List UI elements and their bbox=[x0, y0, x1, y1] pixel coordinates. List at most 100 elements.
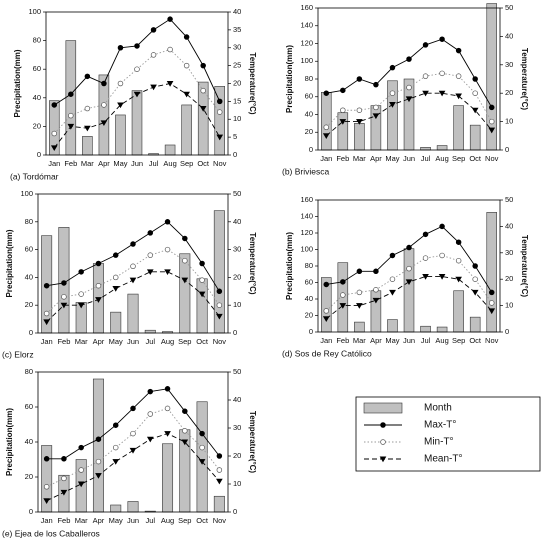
x-tick-label: Aug bbox=[163, 159, 176, 168]
legend-label: Max-T° bbox=[424, 420, 456, 431]
x-tick-label: Jan bbox=[41, 337, 53, 346]
marker bbox=[164, 246, 171, 253]
y2-tick-label: 10 bbox=[233, 479, 241, 488]
marker bbox=[322, 316, 330, 322]
x-tick-label: Feb bbox=[57, 516, 70, 525]
caption: (b) Briviesca bbox=[282, 166, 330, 176]
y-tick-label: 100 bbox=[300, 56, 313, 65]
x-tick-label: Mar bbox=[75, 337, 88, 346]
y-tick-label: 120 bbox=[300, 38, 313, 47]
marker bbox=[488, 308, 496, 315]
bar bbox=[115, 114, 126, 156]
y-tick-label: 100 bbox=[300, 244, 313, 253]
marker bbox=[183, 34, 190, 40]
marker bbox=[472, 263, 478, 269]
y2-tick-label: 10 bbox=[505, 117, 513, 126]
marker bbox=[78, 291, 84, 297]
marker bbox=[150, 52, 157, 58]
marker bbox=[356, 119, 363, 125]
y-tick-label: 80 bbox=[305, 74, 313, 83]
y-tick-label: 80 bbox=[25, 367, 33, 376]
y2-tick-label: 20 bbox=[233, 272, 241, 281]
marker bbox=[422, 255, 429, 261]
x-tick-label: Mar bbox=[75, 516, 88, 525]
x-tick-label: Jul bbox=[145, 516, 155, 525]
y2-tick-label: 40 bbox=[505, 31, 513, 40]
y-tick-label: 60 bbox=[305, 277, 313, 286]
bar bbox=[354, 123, 365, 151]
marker bbox=[323, 124, 330, 131]
bar bbox=[110, 311, 122, 334]
bar bbox=[436, 145, 448, 151]
marker bbox=[198, 459, 206, 465]
bar bbox=[144, 329, 156, 334]
x-tick-label: Apr bbox=[93, 516, 105, 525]
marker bbox=[43, 484, 50, 490]
marker bbox=[150, 84, 157, 91]
y-tick-label: 0 bbox=[37, 150, 41, 159]
bar bbox=[453, 290, 464, 333]
marker bbox=[167, 16, 173, 22]
marker bbox=[199, 106, 207, 112]
marker bbox=[216, 313, 223, 320]
x-tick-label: Mar bbox=[353, 336, 366, 345]
marker bbox=[95, 282, 102, 289]
x-tick-label: Feb bbox=[64, 159, 77, 168]
x-tick-label: Jun bbox=[127, 516, 139, 525]
x-tick-label: May bbox=[113, 159, 127, 168]
y-tick-label: 20 bbox=[305, 127, 313, 136]
x-tick-label: Oct bbox=[196, 337, 209, 346]
marker bbox=[216, 109, 223, 115]
marker bbox=[117, 102, 124, 109]
marker bbox=[60, 489, 68, 496]
bar bbox=[469, 316, 481, 333]
marker bbox=[182, 408, 188, 414]
marker bbox=[340, 107, 346, 113]
x-tick-label: Feb bbox=[336, 154, 349, 163]
marker bbox=[216, 453, 223, 459]
plot-frame bbox=[45, 11, 229, 156]
marker bbox=[472, 276, 478, 282]
x-tick-label: Jul bbox=[145, 337, 155, 346]
plot-frame bbox=[37, 193, 229, 334]
x-tick-label: Sep bbox=[180, 159, 193, 168]
bar bbox=[92, 378, 104, 513]
marker bbox=[488, 118, 495, 125]
x-tick-label: Jan bbox=[320, 336, 332, 345]
marker bbox=[147, 388, 154, 395]
x-tick-label: Apr bbox=[98, 159, 110, 168]
marker bbox=[164, 431, 171, 437]
marker bbox=[183, 62, 190, 69]
x-tick-label: May bbox=[385, 336, 399, 345]
marker bbox=[43, 498, 50, 504]
marker bbox=[130, 263, 136, 270]
y-tick-label: 0 bbox=[309, 327, 313, 336]
y2-axis-label: Temperature(°C) bbox=[520, 235, 529, 298]
caption: (d) Sos de Rey Católico bbox=[282, 348, 372, 358]
y2-axis-label: Temperature(°C) bbox=[248, 411, 257, 474]
marker bbox=[112, 444, 119, 451]
y-tick-label: 40 bbox=[305, 109, 313, 118]
x-tick-label: Jun bbox=[403, 154, 415, 163]
marker bbox=[216, 478, 223, 485]
y2-tick-label: 0 bbox=[233, 150, 237, 159]
x-tick-label: May bbox=[109, 337, 123, 346]
line bbox=[46, 249, 220, 314]
x-tick-label: Oct bbox=[469, 336, 482, 345]
y2-tick-label: 50 bbox=[233, 189, 241, 198]
y-tick-label: 100 bbox=[20, 189, 33, 198]
y2-axis-label: Temperature(°C) bbox=[520, 48, 529, 111]
marker bbox=[199, 444, 205, 451]
y-tick-label: 80 bbox=[305, 261, 313, 270]
x-tick-label: Aug bbox=[435, 154, 448, 163]
x-tick-label: Jun bbox=[403, 336, 415, 345]
x-tick-label: May bbox=[109, 516, 123, 525]
legend-label: Min-T° bbox=[424, 437, 454, 448]
y-tick-label: 60 bbox=[33, 64, 41, 73]
marker bbox=[340, 87, 346, 94]
y2-tick-label: 5 bbox=[233, 132, 237, 141]
marker bbox=[488, 104, 495, 111]
line bbox=[53, 49, 221, 134]
marker bbox=[147, 411, 154, 417]
marker bbox=[471, 289, 479, 296]
